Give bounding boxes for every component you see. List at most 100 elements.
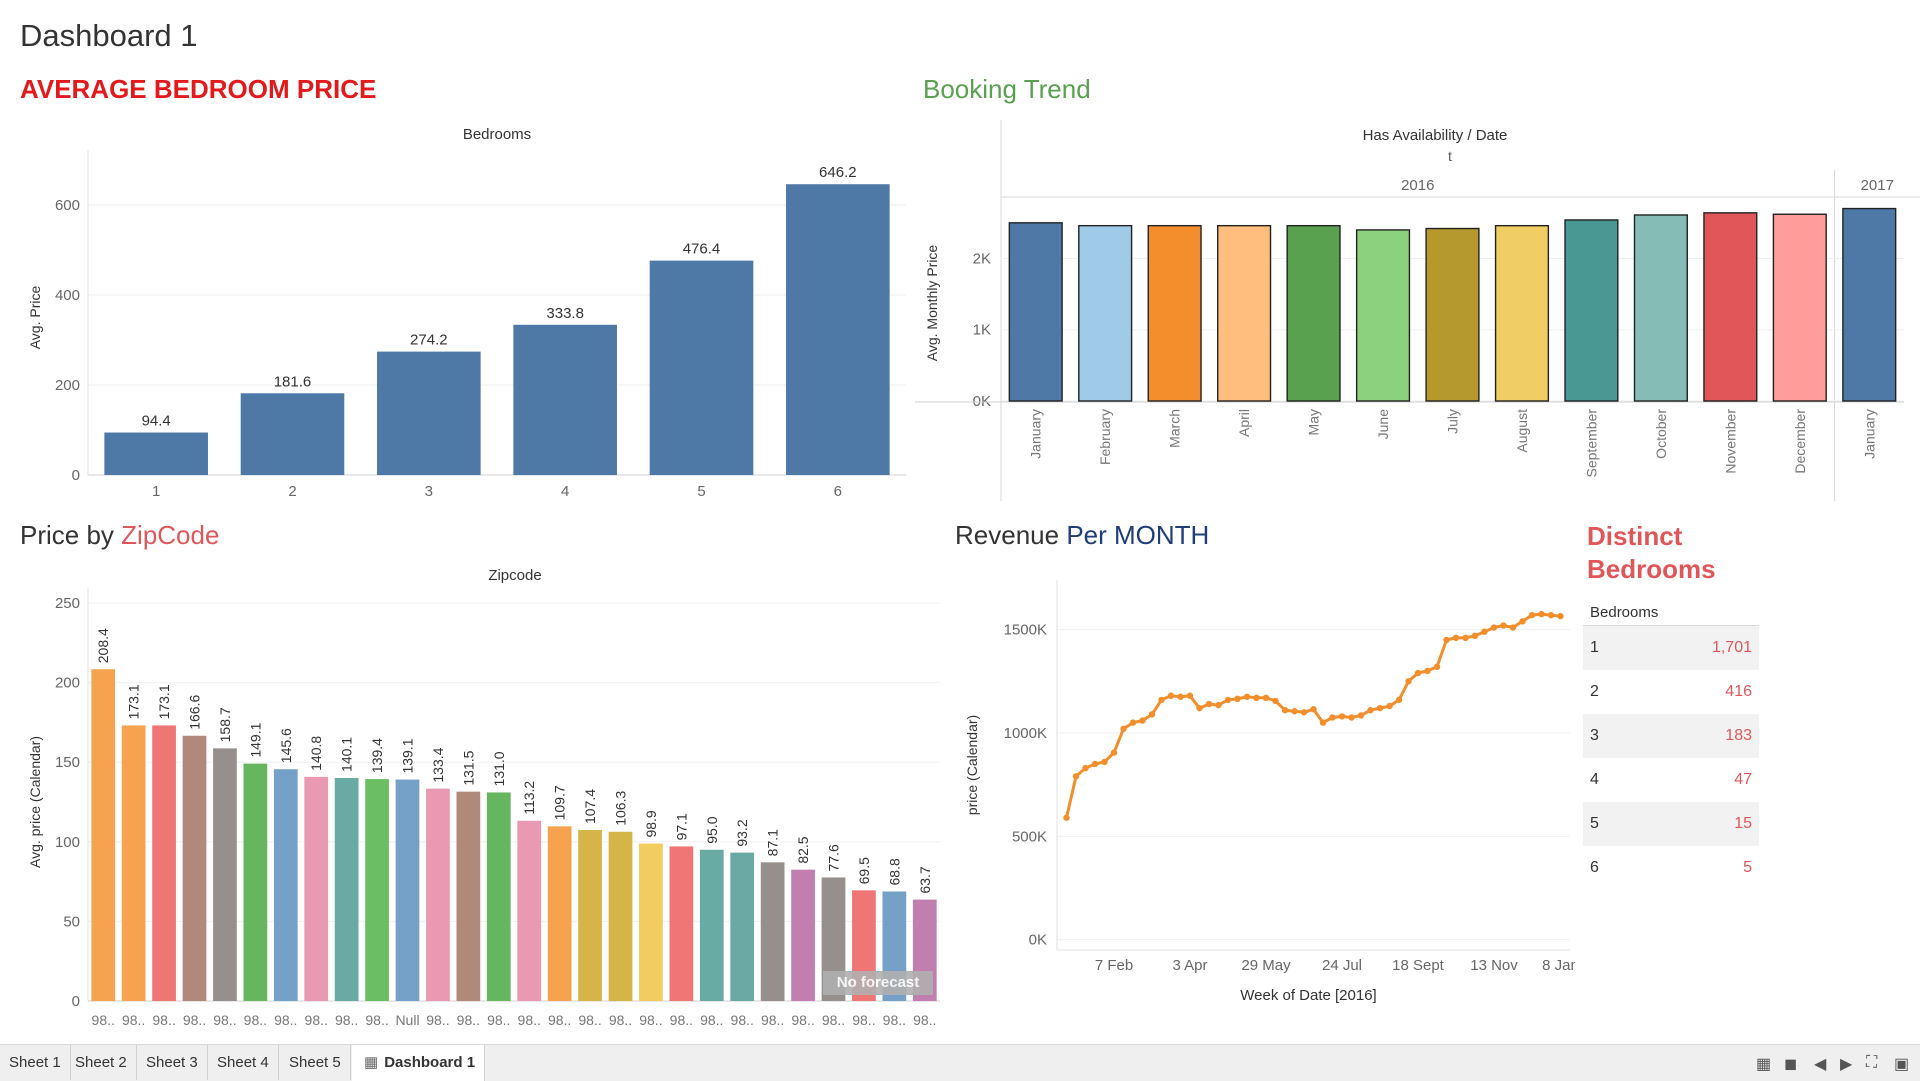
data-point xyxy=(1129,719,1137,726)
tab-sheet-5[interactable]: Sheet 5 xyxy=(280,1045,351,1080)
x-tick-label: 29 May xyxy=(1241,957,1291,974)
table-row: 2 416 xyxy=(1583,670,1759,714)
next-icon[interactable]: ▶ xyxy=(1840,1056,1853,1073)
x-tick-label: 3 xyxy=(425,483,433,500)
data-point xyxy=(1110,749,1118,756)
x-tick-label: July xyxy=(1445,409,1461,434)
x-tick-label: September xyxy=(1583,409,1599,478)
data-point xyxy=(1243,693,1251,700)
bar xyxy=(1147,224,1202,402)
x-tick-label: 98.. xyxy=(457,1012,480,1028)
bar xyxy=(649,260,754,475)
x-tick-label: August xyxy=(1514,409,1530,453)
data-point xyxy=(1462,634,1469,642)
presentation-icon[interactable]: ▣ xyxy=(1894,1056,1910,1073)
data-point xyxy=(1395,696,1403,704)
data-label: 113.2 xyxy=(521,781,537,815)
tab-sheet-2[interactable]: Sheet 2 xyxy=(66,1045,137,1080)
x-tick-label: March xyxy=(1167,409,1183,448)
bar xyxy=(273,769,298,1001)
row-label: 4 xyxy=(1590,771,1599,788)
x-tick-label: 98.. xyxy=(122,1012,145,1028)
data-point xyxy=(1158,696,1165,704)
data-point xyxy=(1205,700,1213,708)
x-tick-label: 8 Jan xyxy=(1542,957,1575,974)
data-point xyxy=(1177,693,1184,700)
data-label: 87.1 xyxy=(765,829,781,856)
x-tick-label: 1 xyxy=(152,483,160,500)
data-label: 139.4 xyxy=(369,738,385,773)
data-point xyxy=(1319,719,1327,726)
data-point xyxy=(1490,624,1498,631)
bar xyxy=(426,788,450,1001)
data-label: 77.6 xyxy=(826,844,842,871)
bar xyxy=(486,792,511,1001)
series-line xyxy=(1065,612,1561,819)
x-tick-label: 98.. xyxy=(305,1012,328,1028)
distinct-title-line2: Bedrooms xyxy=(1587,554,1716,584)
x-tick-label: January xyxy=(1861,409,1877,459)
data-label: 69.5 xyxy=(856,857,872,884)
prev-icon[interactable]: ◀ xyxy=(1814,1056,1827,1073)
bar xyxy=(1772,213,1827,402)
tab-sheet-1[interactable]: Sheet 1 xyxy=(0,1045,71,1080)
row-value: 1,701 xyxy=(1711,639,1752,656)
data-point xyxy=(1557,612,1564,620)
y-tick-label: 400 xyxy=(55,287,80,304)
data-point xyxy=(1186,692,1194,699)
x-tick-label: 13 Nov xyxy=(1470,957,1518,974)
x-tick-label: 98.. xyxy=(609,1012,632,1028)
revenue-title-highlight: Per MONTH xyxy=(1066,520,1210,550)
y-tick-label: 500K xyxy=(1012,828,1047,845)
row-label: 5 xyxy=(1590,815,1599,832)
grid-view-icon[interactable]: ▦ xyxy=(1756,1056,1772,1073)
data-label: 149.1 xyxy=(247,722,263,757)
y-tick-label: 0 xyxy=(72,467,80,484)
fullscreen-icon[interactable]: ⛶ xyxy=(1866,1054,1878,1071)
y-tick-label: 0 xyxy=(72,993,80,1010)
x-tick-label: 98.. xyxy=(152,1012,175,1028)
row-label: 3 xyxy=(1590,727,1599,744)
x-tick-label: 5 xyxy=(697,483,705,500)
tab-dashboard-1[interactable]: ▦ Dashboard 1 xyxy=(352,1045,486,1081)
data-label: 94.4 xyxy=(142,413,171,430)
data-point xyxy=(1224,696,1232,704)
data-point xyxy=(1215,701,1222,709)
data-label: 107.4 xyxy=(582,789,598,824)
y-axis-label: Avg. price (Calendar) xyxy=(27,736,43,868)
chart-subheader: t xyxy=(1448,148,1452,164)
chart-header: Zipcode xyxy=(488,567,541,584)
data-point xyxy=(1433,663,1441,671)
bar xyxy=(821,877,846,1001)
bar xyxy=(669,846,694,1001)
data-label: 68.8 xyxy=(886,858,902,885)
tab-sheet-3[interactable]: Sheet 3 xyxy=(137,1045,208,1080)
bar xyxy=(1286,224,1341,402)
data-label: 139.1 xyxy=(400,738,416,773)
y-tick-label: 600 xyxy=(55,197,80,214)
bar xyxy=(1008,222,1063,402)
x-tick-label: 98.. xyxy=(548,1012,571,1028)
data-label: 173.1 xyxy=(126,684,142,719)
data-point xyxy=(1063,814,1070,821)
bar xyxy=(1564,219,1619,402)
data-label: 145.6 xyxy=(278,728,294,763)
filmstrip-icon[interactable]: ◼ xyxy=(1784,1056,1798,1073)
x-tick-label: 98.. xyxy=(487,1012,510,1028)
x-tick-label: May xyxy=(1306,409,1322,435)
bar xyxy=(1703,212,1758,402)
x-tick-label: 98.. xyxy=(274,1012,297,1028)
dashboard-tab-icon: ▦ xyxy=(364,1054,379,1071)
bar xyxy=(547,826,572,1001)
revenue-title: Revenue Per MONTH xyxy=(955,520,1209,551)
data-label: 82.5 xyxy=(795,836,811,863)
bar xyxy=(1425,227,1480,402)
x-tick-label: June xyxy=(1375,409,1391,440)
bar xyxy=(1842,207,1897,402)
tab-sheet-4[interactable]: Sheet 4 xyxy=(208,1045,279,1080)
x-tick-label: 98.. xyxy=(244,1012,267,1028)
distinct-title: Distinct Bedrooms xyxy=(1587,520,1716,586)
bar xyxy=(608,831,633,1001)
data-point xyxy=(1481,628,1488,635)
